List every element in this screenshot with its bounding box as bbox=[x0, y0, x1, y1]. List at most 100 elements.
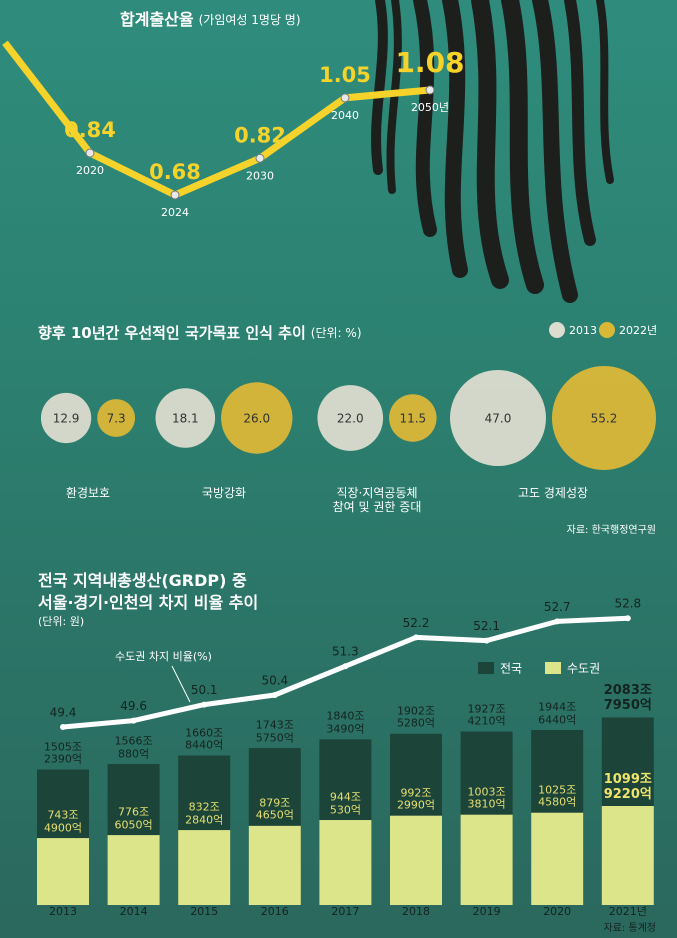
legend-label: 수도권 bbox=[567, 662, 600, 676]
bubble bbox=[155, 388, 216, 448]
value-label: 0.84 bbox=[64, 118, 116, 142]
value-label: 832조 2840억 bbox=[185, 800, 224, 827]
value-label: 55.2 bbox=[591, 412, 618, 426]
x-tick-label: 2024 bbox=[161, 206, 189, 219]
source: 자료: 한국행정연구원 bbox=[567, 524, 656, 536]
title: 합계출산율 bbox=[120, 10, 194, 29]
category-label: 환경보호 bbox=[65, 486, 111, 500]
x-tick-label: 2013 bbox=[49, 905, 77, 918]
bar bbox=[601, 806, 654, 905]
value-label: 2083조 7950억 bbox=[603, 683, 652, 714]
value-label: 1505조 2390억 bbox=[43, 740, 83, 766]
subtitle: (단위: %) bbox=[311, 326, 362, 340]
value-label: 50.1 bbox=[191, 683, 218, 697]
value-label: 1660조 8440억 bbox=[185, 726, 224, 752]
point bbox=[170, 190, 180, 200]
value-label: 1003조 3810억 bbox=[467, 785, 506, 812]
x-tick-label: 2014 bbox=[120, 905, 148, 918]
legend-label: 전국 bbox=[500, 662, 522, 676]
x-tick-label: 2020 bbox=[543, 905, 571, 918]
x-tick-label: 2017 bbox=[331, 905, 359, 918]
point bbox=[271, 692, 278, 698]
point bbox=[255, 153, 265, 163]
subtitle: (가임여성 1명당 명) bbox=[199, 13, 301, 27]
bar bbox=[390, 815, 442, 905]
legend-label: 2013 bbox=[569, 324, 597, 337]
value-label: 1.05 bbox=[319, 63, 371, 87]
bar bbox=[178, 830, 231, 905]
x-tick-label: 2016 bbox=[261, 905, 289, 918]
value-label: 52.2 bbox=[403, 616, 430, 630]
value-label: 743조 4900억 bbox=[43, 808, 83, 835]
legend-swatch bbox=[599, 322, 615, 338]
hair-decoration bbox=[371, 0, 614, 303]
category-label: 국방강화 bbox=[201, 486, 247, 500]
value-label: 12.9 bbox=[53, 412, 80, 426]
point bbox=[130, 717, 137, 724]
chart-title: 향후 10년간 우선적인 국가목표 인식 추이 (단위: %) bbox=[38, 324, 362, 342]
value-label: 879조 4650억 bbox=[255, 796, 294, 823]
value-label: 51.3 bbox=[332, 645, 359, 659]
point bbox=[85, 148, 95, 158]
bubble bbox=[389, 394, 437, 442]
bubble bbox=[317, 385, 384, 451]
value-label: 49.6 bbox=[120, 699, 147, 713]
value-label: 1927조 4210억 bbox=[467, 702, 506, 728]
value-label: 52.8 bbox=[614, 597, 641, 611]
bubble bbox=[450, 370, 546, 466]
bar bbox=[460, 814, 513, 905]
legend-swatch bbox=[549, 322, 565, 338]
value-label: 1099조 9220억 bbox=[603, 772, 652, 803]
value-label: 1902조 5280억 bbox=[396, 704, 436, 731]
value-label: 26.0 bbox=[243, 412, 270, 426]
line bbox=[2, 40, 431, 199]
point bbox=[554, 618, 561, 625]
value-label: 0.68 bbox=[149, 160, 201, 184]
value-label: 22.0 bbox=[337, 412, 364, 426]
point bbox=[342, 663, 349, 670]
x-tick-label: 2021년 bbox=[609, 905, 647, 918]
value-label: 49.4 bbox=[50, 706, 77, 720]
title: 향후 10년간 우선적인 국가목표 인식 추이 bbox=[38, 324, 306, 342]
value-label: 18.1 bbox=[172, 412, 199, 426]
point bbox=[624, 615, 631, 622]
bar bbox=[319, 820, 372, 905]
value-label: 1840조 3490억 bbox=[326, 710, 365, 736]
value-label: 1743조 5750억 bbox=[255, 718, 294, 745]
bubble bbox=[221, 382, 293, 454]
value-label: 1944조 6440억 bbox=[538, 700, 577, 727]
legend-label: 2022년 bbox=[619, 324, 657, 337]
bubble bbox=[551, 365, 656, 471]
legend-swatch bbox=[545, 662, 561, 674]
x-tick-label: 2050년 bbox=[411, 101, 449, 114]
value-label: 47.0 bbox=[485, 412, 512, 426]
bar bbox=[107, 835, 160, 905]
value-label: 992조 2990억 bbox=[396, 786, 436, 813]
point bbox=[413, 634, 419, 641]
bar bbox=[248, 825, 301, 905]
value-label: 7.3 bbox=[107, 412, 126, 426]
bar bbox=[531, 812, 584, 905]
x-tick-label: 2020 bbox=[76, 164, 104, 177]
legend-swatch bbox=[478, 662, 494, 674]
point bbox=[340, 93, 350, 103]
annotation-pointer bbox=[171, 665, 191, 703]
x-tick-label: 2018 bbox=[402, 905, 430, 918]
x-tick-label: 2019 bbox=[473, 905, 501, 918]
value-label: 944조 530억 bbox=[329, 790, 361, 817]
point bbox=[425, 85, 435, 95]
category-label: 직장·지역공동체 참여 및 권한 증대 bbox=[332, 486, 422, 514]
value-label: 1025조 4580억 bbox=[538, 783, 577, 810]
value-label: 11.5 bbox=[399, 412, 426, 426]
chart-title: 합계출산율 (가임여성 1명당 명) bbox=[120, 10, 301, 29]
value-label: 1566조 880억 bbox=[114, 734, 153, 761]
point bbox=[60, 724, 66, 730]
annotation: 수도권 차지 비율(%) bbox=[115, 650, 212, 663]
value-label: 1.08 bbox=[395, 46, 464, 79]
value-label: 776조 6050억 bbox=[114, 805, 153, 832]
bubble bbox=[97, 399, 136, 437]
subtitle: (단위: 원) bbox=[38, 615, 84, 628]
x-tick-label: 2040 bbox=[331, 109, 359, 122]
